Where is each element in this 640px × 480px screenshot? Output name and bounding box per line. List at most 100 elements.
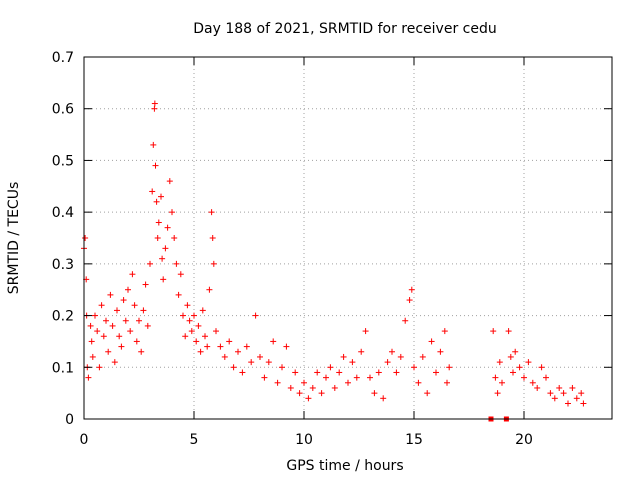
data-point [230, 364, 237, 371]
data-point [197, 348, 204, 355]
data-point [235, 348, 241, 355]
data-point [521, 374, 527, 381]
x-tick-label: 10 [295, 432, 313, 448]
data-point [142, 281, 149, 288]
data-point [560, 390, 567, 397]
data-point [239, 369, 246, 376]
y-axis-label: SRMTID / TECUs [6, 182, 22, 295]
data-point [171, 235, 178, 241]
data-point [505, 328, 512, 335]
data-point [380, 395, 387, 402]
data-point [512, 348, 519, 355]
data-point [510, 369, 516, 376]
data-point [133, 338, 140, 345]
data-point [186, 317, 193, 324]
data-point [166, 178, 173, 185]
data-point [411, 364, 417, 371]
data-point [261, 374, 268, 381]
data-point [151, 100, 158, 107]
data-point [279, 364, 285, 371]
data-point [88, 338, 95, 345]
data-point [173, 260, 180, 267]
data-point [149, 188, 156, 195]
y-tick-label: 0.3 [52, 257, 74, 273]
data-point [155, 219, 162, 226]
data-point [136, 317, 142, 324]
data-point [314, 369, 321, 376]
data-point [529, 379, 536, 386]
data-point [556, 384, 563, 391]
data-point [345, 379, 351, 386]
data-point [323, 374, 329, 381]
data-point [118, 343, 125, 350]
data-point [177, 271, 184, 278]
data-point [103, 317, 109, 324]
data-point [415, 379, 422, 386]
axis-ticks: 0 0.1 0.2 0.3 0.4 0.5 0.6 0.7 0 5 10 15 20 [52, 50, 612, 448]
data-point [184, 302, 191, 309]
data-point [274, 379, 281, 386]
data-point [208, 209, 215, 216]
data-point [147, 260, 153, 267]
data-point [92, 312, 98, 319]
data-point [402, 317, 409, 324]
data-point [516, 364, 523, 371]
data-point [175, 291, 182, 298]
data-point [543, 374, 549, 381]
data-point [507, 353, 514, 360]
data-point [150, 141, 157, 148]
data-point [397, 353, 404, 360]
data-point [349, 359, 356, 366]
data-point [96, 364, 103, 371]
data-point [573, 395, 580, 402]
data-point [547, 390, 554, 397]
data-point [428, 338, 435, 345]
data-point [446, 364, 453, 371]
data-point [159, 255, 166, 262]
plot-frame [83, 56, 613, 420]
data-point [153, 198, 160, 205]
chart-title: Day 188 of 2021, SRMTID for receiver ced… [193, 21, 496, 37]
data-point [100, 333, 107, 340]
y-tick-label: 0.6 [52, 102, 74, 118]
data-point [270, 338, 277, 345]
data-point [152, 162, 159, 169]
data-point [578, 390, 585, 397]
data-point [444, 379, 450, 386]
data-point [213, 328, 219, 335]
data-point [292, 369, 299, 376]
data-point [82, 235, 89, 241]
data-point [120, 297, 127, 304]
data-point [565, 400, 571, 407]
data-point [209, 235, 216, 241]
data-point [371, 390, 378, 397]
data-point [89, 353, 96, 360]
data-point [419, 353, 426, 360]
y-tick-label: 0.5 [52, 153, 74, 169]
data-point [296, 390, 303, 397]
data-point [85, 374, 92, 381]
data-point [98, 302, 105, 309]
data-point [107, 291, 114, 298]
data-point [199, 307, 206, 314]
data-point [122, 317, 129, 324]
y-tick-label: 0.1 [52, 360, 74, 376]
data-point [169, 209, 175, 216]
data-point [353, 374, 360, 381]
data-point [499, 379, 505, 386]
x-axis-label: GPS time / hours [286, 458, 403, 474]
data-point [202, 333, 208, 340]
x-tick-label: 20 [515, 432, 533, 448]
data-point [182, 333, 189, 340]
data-point [496, 359, 503, 366]
data-point [265, 359, 272, 366]
data-point [180, 312, 186, 319]
data-point [87, 322, 94, 329]
data-point [424, 390, 431, 397]
data-point [162, 245, 169, 252]
data-point [125, 286, 131, 293]
data-point [406, 297, 413, 304]
x-tick-label: 0 [80, 432, 89, 448]
data-point [331, 384, 338, 391]
